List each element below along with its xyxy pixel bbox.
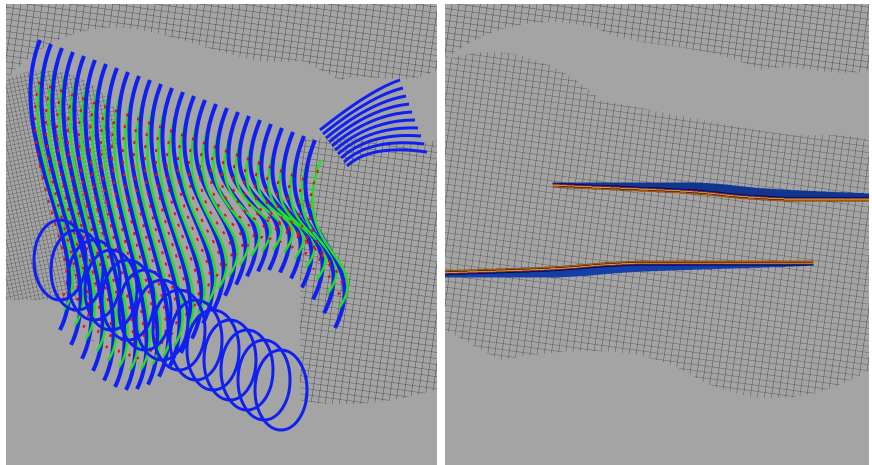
fiber-red <box>209 133 244 256</box>
fiber-green <box>267 143 305 260</box>
fiber-green <box>245 135 283 251</box>
fiber-blue <box>127 75 171 378</box>
fiber-green <box>146 99 184 347</box>
fiber-green <box>201 119 239 277</box>
fiber-green <box>91 79 129 368</box>
fiber-blue <box>345 148 428 168</box>
fiber-blue <box>322 86 404 136</box>
fiber-blue <box>337 126 419 156</box>
fiber-red <box>198 129 233 267</box>
fiber-red <box>286 161 321 271</box>
fiber-red <box>132 105 167 348</box>
fiber-red <box>165 117 200 310</box>
fiber-green <box>157 103 195 334</box>
fiber-red <box>33 69 68 301</box>
mesh-surface <box>445 52 869 399</box>
fiber-red <box>55 77 90 330</box>
fiber-green <box>278 147 316 269</box>
right-panel <box>445 4 869 465</box>
fiber-red <box>121 101 156 356</box>
fiber-blue <box>72 55 116 382</box>
fiber-green <box>190 115 228 290</box>
fiber-loop <box>253 348 309 432</box>
fiber-green <box>47 63 85 326</box>
fiber-green <box>58 67 96 340</box>
fiber-red <box>66 81 101 342</box>
fiber-red <box>220 137 255 248</box>
fiber-green <box>311 159 349 309</box>
fiber-bundle <box>28 39 428 432</box>
fiber-green <box>212 123 250 266</box>
fiber-red <box>297 165 332 284</box>
fiber-green <box>234 131 272 253</box>
fiber-green <box>300 155 338 294</box>
band-slice <box>634 260 814 266</box>
fiber-blue <box>331 110 413 148</box>
fiber-blue <box>50 47 94 360</box>
fiber-blue <box>325 94 407 140</box>
fiber-green <box>113 87 151 370</box>
fiber-green <box>69 71 107 352</box>
fiber-green <box>289 151 327 281</box>
fiber-blue <box>319 78 401 132</box>
left-panel <box>6 4 437 465</box>
fiber-green <box>168 107 206 320</box>
mesh-surface <box>445 4 869 73</box>
mesh-surface <box>6 4 437 80</box>
fiber-blue <box>342 141 425 164</box>
fiber-green <box>36 59 74 311</box>
fiber-blue <box>94 63 138 391</box>
fiber-red <box>44 73 79 316</box>
fiber-green <box>179 111 217 305</box>
fiber-green <box>256 139 294 254</box>
fiber-blue <box>334 118 416 152</box>
fiber-red <box>253 149 288 244</box>
fiber-blue <box>105 67 149 390</box>
mesh-surface <box>300 137 437 405</box>
fiber-blue <box>339 134 422 160</box>
fiber-blue <box>61 51 105 372</box>
band-slice <box>783 196 869 202</box>
fiber-blue <box>328 102 410 144</box>
fiber-blue <box>83 59 127 388</box>
fiber-green <box>102 83 140 371</box>
fiber-green <box>223 127 261 258</box>
fiber-red <box>110 97 145 360</box>
colored-bands <box>445 182 869 278</box>
